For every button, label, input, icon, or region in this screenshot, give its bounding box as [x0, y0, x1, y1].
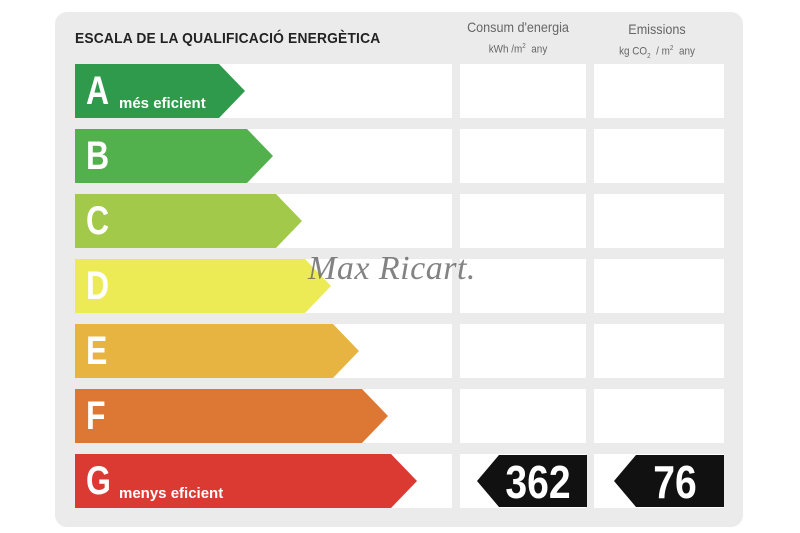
- consumption-value: 362: [505, 456, 571, 508]
- rating-bar-b: B: [75, 129, 273, 183]
- emissions-header: Emissions kg CO2 / m2 any: [603, 20, 711, 66]
- emissions-cell: [594, 129, 724, 183]
- emissions-cell: [594, 389, 724, 443]
- rating-letter: D: [86, 264, 110, 308]
- consumption-value-badge: 362: [477, 455, 587, 508]
- watermark-logo: Max Ricart.: [308, 250, 476, 287]
- consumption-cell: [460, 389, 586, 443]
- consumption-cell: [460, 129, 586, 183]
- rating-letter: A: [86, 69, 110, 113]
- emissions-label: Emissions: [628, 21, 686, 37]
- emissions-cell: [594, 324, 724, 378]
- consumption-cell: [460, 259, 586, 313]
- consumption-label: Consum d'energia: [467, 19, 569, 35]
- consumption-cell: [460, 194, 586, 248]
- emissions-value-badge: 76: [614, 455, 724, 508]
- rating-bar-c: C: [75, 194, 302, 248]
- emissions-cell: [594, 64, 724, 118]
- rating-letter: F: [86, 394, 106, 438]
- consumption-unit: kWh /m2 any: [488, 43, 548, 56]
- emissions-cell: [594, 194, 724, 248]
- consumption-cell: [460, 64, 586, 118]
- rating-letter: B: [86, 134, 110, 178]
- rating-bar-e: E: [75, 324, 359, 378]
- consumption-cell: [460, 324, 586, 378]
- rating-note: menys eficient: [119, 485, 224, 502]
- rating-letter: G: [86, 459, 111, 503]
- rating-bar-f: F: [75, 389, 388, 443]
- rating-letter: E: [86, 329, 108, 373]
- page-title: ESCALA DE LA QUALIFICACIÓ ENERGÈTICA: [75, 30, 381, 47]
- rating-letter: C: [86, 199, 110, 243]
- consumption-header: Consum d'energia kWh /m2 any: [464, 18, 572, 59]
- emissions-value: 76: [653, 456, 697, 508]
- rating-bar-d: D: [75, 259, 331, 313]
- emissions-cell: [594, 259, 724, 313]
- emissions-unit: kg CO2 / m2 any: [619, 45, 695, 60]
- rating-note: més eficient: [119, 95, 206, 112]
